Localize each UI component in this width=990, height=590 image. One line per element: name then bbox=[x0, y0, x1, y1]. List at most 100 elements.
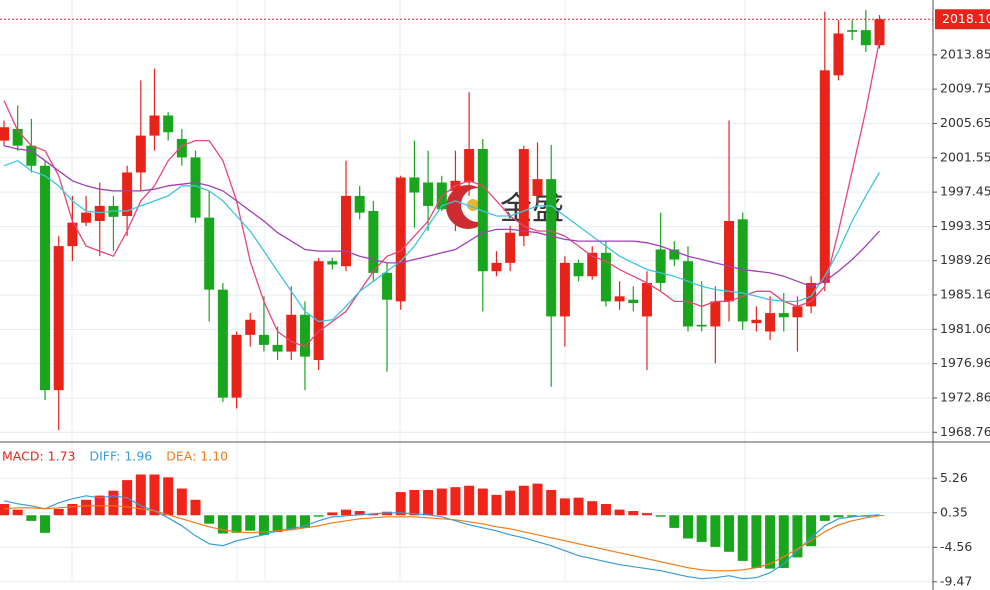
macd-bar bbox=[26, 515, 37, 521]
y-tick-label: 1972.86 bbox=[940, 389, 990, 404]
candle-body bbox=[12, 128, 23, 146]
macd-bar bbox=[313, 515, 324, 517]
macd-bar bbox=[655, 515, 666, 517]
y-tick-label: -9.47 bbox=[940, 573, 972, 588]
candle-body bbox=[614, 296, 625, 302]
candle-body bbox=[860, 30, 871, 46]
macd-bar bbox=[710, 515, 721, 547]
macd-bar bbox=[628, 511, 639, 516]
moving-average-line bbox=[3, 159, 881, 323]
y-tick-label: 1989.26 bbox=[940, 252, 990, 267]
macd-bar bbox=[382, 511, 393, 516]
macd-bar bbox=[683, 515, 693, 539]
macd-bar bbox=[204, 515, 215, 524]
y-tick-label: 2013.85 bbox=[940, 46, 990, 61]
legend-entry: DEA: 1.10 bbox=[166, 449, 228, 464]
macd-bar bbox=[819, 515, 830, 521]
macd-bar bbox=[614, 509, 625, 516]
candle-body bbox=[382, 272, 393, 300]
candle-body bbox=[299, 314, 310, 357]
y-tick-label: -4.56 bbox=[940, 539, 972, 554]
candle-body bbox=[81, 212, 92, 223]
moving-average-line bbox=[3, 145, 880, 287]
y-tick-label: 5.26 bbox=[940, 470, 968, 485]
macd-bar bbox=[696, 515, 707, 542]
candle-body bbox=[532, 179, 543, 196]
y-tick-label: 1976.96 bbox=[940, 355, 990, 370]
macd-bar bbox=[176, 488, 187, 516]
candle-body bbox=[778, 313, 789, 318]
candle-body bbox=[190, 157, 201, 218]
candle-body bbox=[874, 19, 885, 46]
macd-bar bbox=[874, 515, 885, 516]
macd-bar bbox=[81, 499, 92, 516]
y-tick-label: 2005.65 bbox=[940, 115, 990, 130]
candle-body bbox=[765, 313, 776, 332]
macd-bar bbox=[0, 504, 9, 516]
candle-body bbox=[546, 179, 557, 317]
y-tick-label: 0.35 bbox=[940, 504, 968, 519]
y-tick-label: 1985.16 bbox=[940, 287, 990, 302]
candle-body bbox=[176, 138, 187, 158]
macd-bar bbox=[641, 513, 652, 516]
legend-entry: MACD: 1.73 bbox=[2, 449, 76, 464]
macd-bar bbox=[231, 515, 242, 533]
candle-body bbox=[641, 282, 652, 317]
macd-bar bbox=[272, 515, 283, 533]
macd-bar bbox=[135, 474, 146, 516]
candle-body bbox=[683, 261, 693, 327]
macd-bar bbox=[327, 512, 338, 516]
candle-body bbox=[669, 249, 680, 260]
y-tick-label: 2009.75 bbox=[940, 81, 990, 96]
candle-body bbox=[327, 261, 338, 265]
macd-line bbox=[3, 505, 880, 572]
candle-body bbox=[737, 219, 748, 322]
candle-body bbox=[505, 232, 516, 263]
macd-bar bbox=[368, 513, 379, 516]
candle-body bbox=[491, 262, 502, 272]
candle-body bbox=[26, 145, 37, 166]
macd-bar bbox=[559, 498, 570, 516]
macd-bar bbox=[450, 487, 461, 516]
macd-bar bbox=[778, 515, 789, 568]
candle-body bbox=[628, 299, 639, 304]
plot: 2013.85 2009.75 2005.65 2001.55 1997.45 1993.… bbox=[0, 9, 990, 588]
macd-bar bbox=[751, 515, 762, 568]
candle-body bbox=[341, 195, 351, 267]
macd-bar bbox=[409, 489, 420, 516]
last-price-box bbox=[935, 9, 990, 30]
macd-line bbox=[3, 495, 880, 580]
candle-body bbox=[423, 182, 434, 206]
candle-body bbox=[655, 249, 666, 283]
candle-body bbox=[313, 261, 324, 360]
macd-bar bbox=[423, 489, 434, 516]
macd-bar bbox=[806, 515, 817, 547]
macd-bar bbox=[464, 485, 475, 516]
candle-body bbox=[587, 252, 598, 277]
candle-body bbox=[600, 252, 611, 302]
candle-body bbox=[231, 334, 242, 398]
macd-bar bbox=[724, 515, 735, 552]
macd-bar bbox=[245, 515, 256, 531]
candle-body bbox=[696, 324, 707, 327]
macd-bar bbox=[600, 504, 611, 516]
macd-bar bbox=[587, 501, 598, 516]
candle-body bbox=[395, 177, 406, 302]
macd-bar bbox=[395, 492, 406, 516]
macd-bar bbox=[299, 515, 310, 528]
candle-body bbox=[272, 344, 283, 352]
candle-body bbox=[792, 306, 803, 318]
candle-body bbox=[573, 262, 584, 277]
candle-body bbox=[833, 33, 844, 76]
macd-bar bbox=[286, 515, 297, 530]
candle-body bbox=[53, 246, 64, 391]
legend-entry: DIFF: 1.96 bbox=[90, 449, 153, 464]
candle-body bbox=[286, 314, 297, 352]
candle-body bbox=[477, 149, 488, 272]
candle-body bbox=[464, 149, 475, 183]
candle-body bbox=[724, 221, 735, 302]
candle-body bbox=[204, 217, 215, 290]
macd-bar bbox=[669, 515, 680, 528]
macd-bar bbox=[546, 489, 557, 516]
macd-bar bbox=[477, 488, 488, 516]
